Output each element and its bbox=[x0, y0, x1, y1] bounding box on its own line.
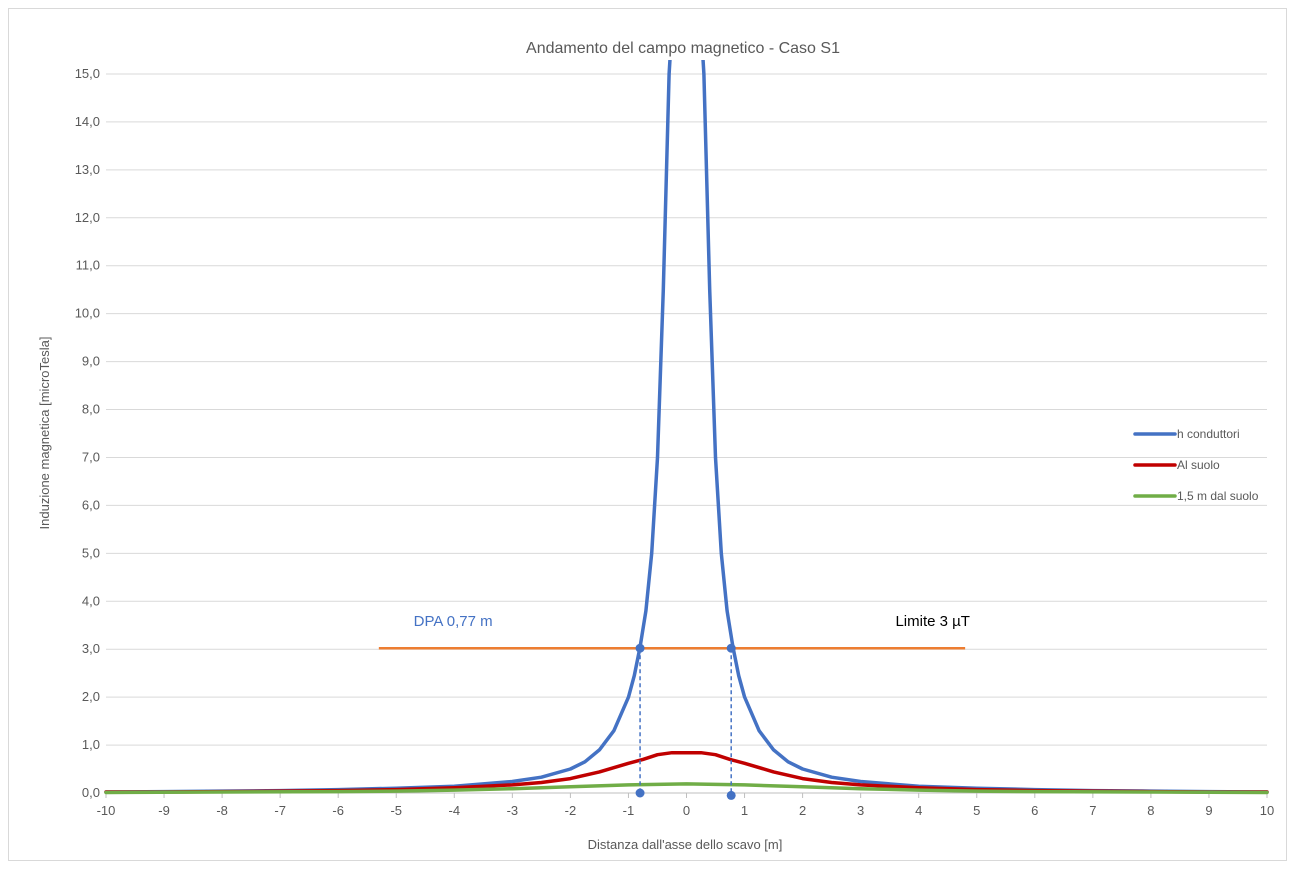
x-tick-label: -8 bbox=[216, 803, 228, 818]
dpa-point bbox=[635, 643, 645, 653]
y-tick-label: 10,0 bbox=[75, 306, 100, 321]
dpa-base-point bbox=[635, 788, 645, 798]
y-tick-label: 6,0 bbox=[82, 497, 100, 512]
x-tick-label: -1 bbox=[623, 803, 635, 818]
annotation-limite-3-t: Limite 3 µT bbox=[895, 613, 970, 630]
x-tick-label: -2 bbox=[565, 803, 577, 818]
x-tick-label: -6 bbox=[332, 803, 344, 818]
y-tick-label: 15,0 bbox=[75, 66, 100, 81]
series-line-1-5-m-dal-suolo bbox=[104, 782, 1269, 795]
y-tick-label: 4,0 bbox=[82, 593, 100, 608]
y-axis-title: Induzione magnetica [microTesla] bbox=[37, 337, 52, 530]
series-line-h-conduttori bbox=[104, 60, 1269, 794]
x-tick-label: -4 bbox=[449, 803, 461, 818]
x-tick-label: 4 bbox=[915, 803, 922, 818]
y-axis: 0,0 1,0 2,0 3,0 4,0 5,0 6,0 7,0 8,0 9,0 10,0 11,0 12… bbox=[75, 66, 100, 800]
x-tick-label: -7 bbox=[274, 803, 286, 818]
chart-frame bbox=[8, 8, 1287, 861]
x-tick-label: -3 bbox=[507, 803, 519, 818]
x-tick-label: 7 bbox=[1089, 803, 1096, 818]
y-tick-label: 9,0 bbox=[82, 354, 100, 369]
chart-title: Andamento del campo magnetico - Caso S1 bbox=[526, 40, 840, 57]
annotation-layer: DPA 0,77 m Limite 3 µT bbox=[414, 613, 970, 630]
y-tick-label: 1,0 bbox=[82, 737, 100, 752]
legend-label-1-5-m-dal-suolo: 1,5 m dal suolo bbox=[1177, 489, 1259, 503]
x-tick-label: 1 bbox=[741, 803, 748, 818]
y-tick-label: 11,0 bbox=[76, 258, 100, 273]
legend-label-h-conduttori: h conduttori bbox=[1177, 427, 1240, 441]
y-tick-label: 8,0 bbox=[82, 402, 100, 417]
legend: h conduttori Al suolo 1,5 m dal suolo bbox=[1133, 427, 1259, 503]
x-axis: -10 -9 -8 -7 -6 -5 -4 -3 -2 -1 0 1 2 3 4 5 6 7 8 9 10 bbox=[97, 792, 1274, 818]
dpa-layer bbox=[635, 643, 736, 800]
y-tick-label: 5,0 bbox=[82, 545, 100, 560]
x-tick-label: -9 bbox=[158, 803, 170, 818]
annotation-dpa-0-77-m: DPA 0,77 m bbox=[414, 613, 493, 630]
y-tick-label: 14,0 bbox=[75, 114, 100, 129]
y-tick-label: 2,0 bbox=[82, 689, 100, 704]
y-tick-label: 13,0 bbox=[75, 162, 100, 177]
x-tick-label: 8 bbox=[1147, 803, 1154, 818]
x-tick-label: -10 bbox=[97, 803, 116, 818]
y-tick-label: 3,0 bbox=[82, 641, 100, 656]
legend-label-al-suolo: Al suolo bbox=[1177, 458, 1220, 472]
x-tick-label: 3 bbox=[857, 803, 864, 818]
x-tick-label: 6 bbox=[1031, 803, 1038, 818]
dpa-point bbox=[726, 643, 736, 653]
x-axis-title: Distanza dall'asse dello scavo [m] bbox=[588, 837, 783, 852]
y-tick-label: 7,0 bbox=[82, 449, 100, 464]
series-layer bbox=[104, 60, 1269, 795]
x-tick-label: -5 bbox=[390, 803, 402, 818]
y-tick-label: 12,0 bbox=[75, 210, 100, 225]
x-tick-label: 10 bbox=[1260, 803, 1274, 818]
grid bbox=[106, 73, 1267, 746]
x-tick-label: 2 bbox=[799, 803, 806, 818]
x-tick-label: 0 bbox=[683, 803, 690, 818]
x-tick-label: 5 bbox=[973, 803, 980, 818]
dpa-base-point bbox=[726, 790, 736, 800]
y-tick-label: 0,0 bbox=[82, 785, 100, 800]
series-line-al-suolo bbox=[104, 750, 1269, 794]
x-tick-label: 9 bbox=[1205, 803, 1212, 818]
